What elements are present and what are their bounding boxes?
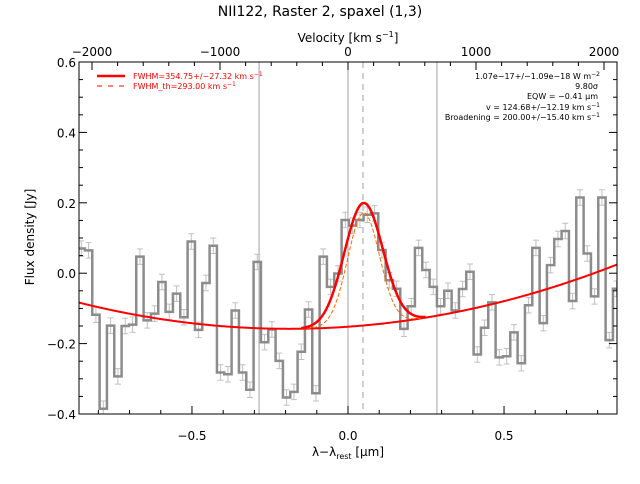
y-tick-label: 0.4 bbox=[57, 126, 76, 140]
legend: FWHM=354.75+/−27.32 km s−1 FWHM_th=293.0… bbox=[97, 71, 263, 91]
x-tick-label: 0.0 bbox=[338, 429, 357, 443]
spectrum-histogram bbox=[79, 196, 617, 410]
y-tick-label: −0.2 bbox=[47, 338, 76, 352]
legend-entry-fwhm-th: FWHM_th=293.00 km s−1 bbox=[133, 81, 236, 91]
annotation-eqw: EQW = −0.41 µm bbox=[527, 92, 598, 101]
velocity-tick-label: −1000 bbox=[200, 45, 241, 59]
fit-annotations: 1.07e−17+/−1.09e−18 W m−2 9.80σ EQW = −0… bbox=[445, 71, 600, 122]
y-tick-label: 0.2 bbox=[57, 197, 76, 211]
x-tick-label: 0.5 bbox=[494, 429, 513, 443]
velocity-tick-label: 1000 bbox=[461, 45, 492, 59]
legend-entry-fwhm: FWHM=354.75+/−27.32 km s−1 bbox=[133, 71, 263, 81]
y-tick-label: −0.4 bbox=[47, 408, 76, 422]
y-tick-label: 0.0 bbox=[57, 267, 76, 281]
plot-area: −0.5 0.0 0.5 −2000 −1000 0 1000 2000 −0.4 −0.2 0.0… bbox=[47, 45, 620, 443]
y-axis-label: Flux density [Jy] bbox=[23, 189, 37, 286]
gaussian-fit-curve bbox=[301, 201, 426, 330]
plot-inner bbox=[79, 62, 617, 414]
annotation-flux: 1.07e−17+/−1.09e−18 W m−2 bbox=[475, 71, 600, 81]
x-axis-label: λ−λrest [µm] bbox=[312, 445, 384, 461]
annotation-sigma: 9.80σ bbox=[575, 82, 598, 91]
y-tick-label: 0.6 bbox=[57, 56, 76, 70]
theoretical-gaussian-curve bbox=[301, 212, 426, 330]
annotation-velocity: v = 124.68+/−12.19 km s−1 bbox=[486, 102, 600, 112]
velocity-tick-label: −2000 bbox=[72, 45, 113, 59]
velocity-tick-label: 0 bbox=[344, 45, 352, 59]
baseline-fit-curve bbox=[79, 263, 617, 330]
velocity-tick-label: 2000 bbox=[589, 45, 620, 59]
top-axis-label: Velocity [km s−1] bbox=[298, 30, 399, 45]
x-tick-label: −0.5 bbox=[177, 429, 206, 443]
chart-title: NII122, Raster 2, spaxel (1,3) bbox=[218, 4, 423, 20]
annotation-broadening: Broadening = 200.00+/−15.40 km s−1 bbox=[445, 112, 600, 122]
